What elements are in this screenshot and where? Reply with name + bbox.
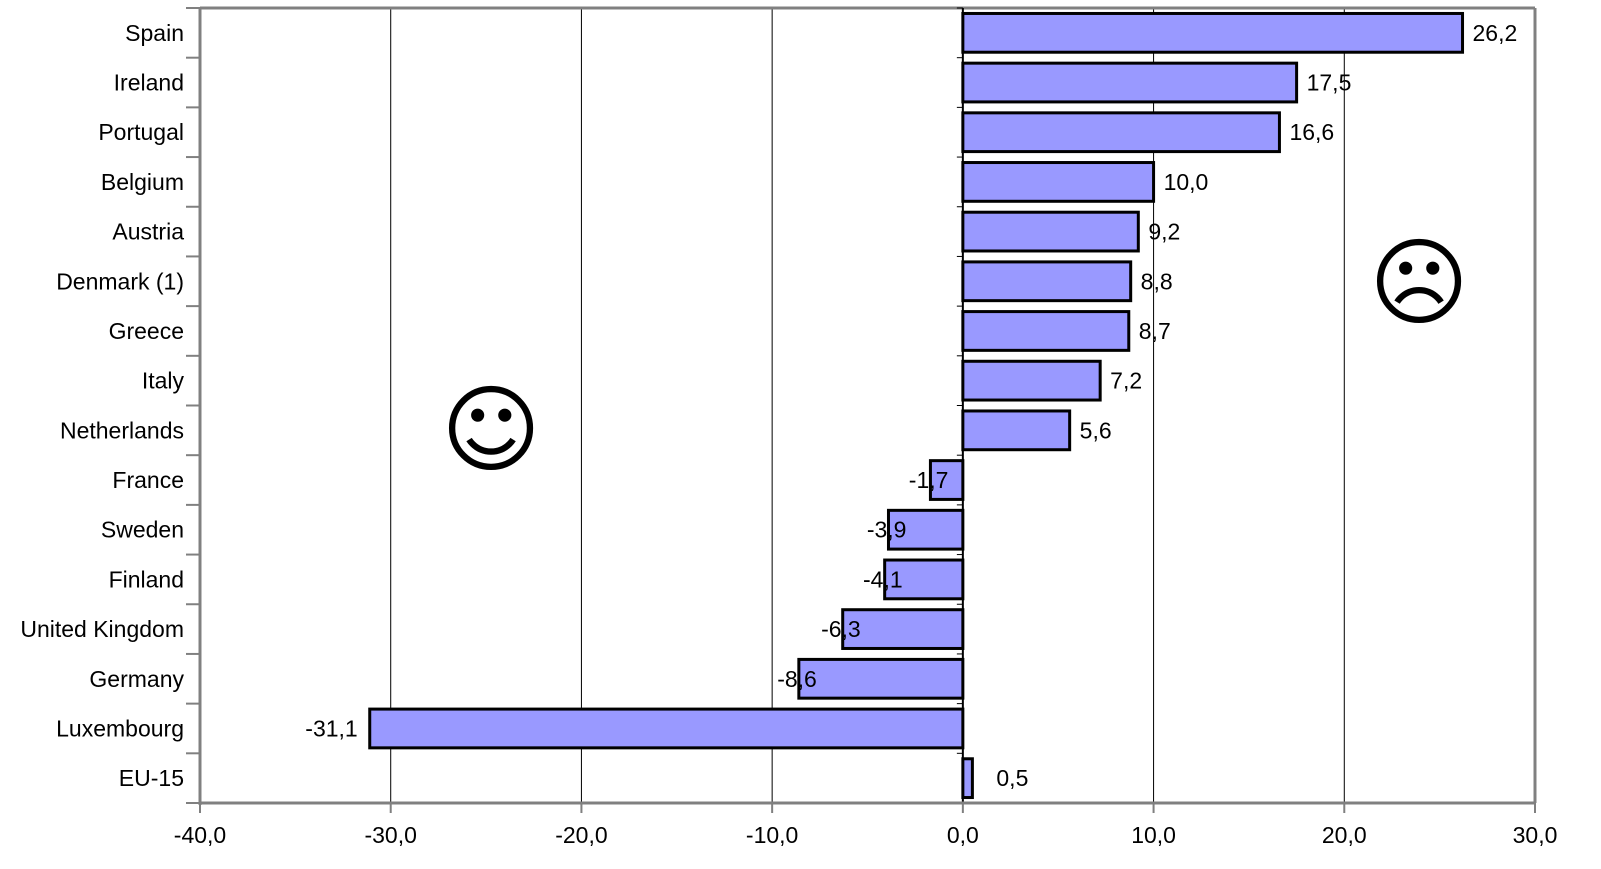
smiley-face-icon: ☺ [441,374,541,486]
x-tick-label: 30,0 [1513,822,1558,848]
bar [961,61,1299,104]
data-label: 9,2 [1148,219,1180,245]
x-tick-label: 0,0 [947,822,979,848]
category-label: France [112,467,184,493]
category-label: Germany [89,666,184,692]
axes [186,6,1537,813]
category-label: Austria [112,219,184,245]
x-tick-label: -20,0 [555,822,607,848]
category-label: Luxembourg [56,715,184,741]
bar [961,260,1133,303]
bar [961,11,1465,54]
bars [368,11,1465,800]
category-label: EU-15 [119,765,184,791]
bar [841,608,965,650]
bar [961,409,1072,452]
category-label: Netherlands [60,417,184,443]
bar [961,310,1131,352]
bar [928,459,965,501]
category-label: Greece [109,318,184,344]
x-tick-label: -10,0 [746,822,798,848]
category-label: Ireland [114,70,184,96]
frowny-face-icon: ☹ [1369,227,1469,339]
x-tick-label: 20,0 [1322,822,1367,848]
data-label: -8,6 [777,666,817,692]
bar [961,161,1156,203]
bar [883,558,965,601]
bar [961,359,1102,402]
category-label: Belgium [101,169,184,195]
data-label: 0,5 [996,765,1028,791]
data-label: 7,2 [1110,368,1142,394]
bar [797,657,965,700]
bar [961,111,1281,154]
data-label: 5,6 [1080,417,1112,443]
category-label: Denmark (1) [56,268,184,294]
data-label: -4,1 [863,566,903,592]
bar [961,210,1140,253]
data-label: -3,9 [867,517,907,543]
category-label: United Kingdom [20,616,184,642]
category-label: Italy [142,368,185,394]
category-label: Sweden [101,517,184,543]
bar [886,508,965,551]
data-label: -31,1 [305,715,357,741]
bar [961,757,974,800]
data-label: -1,7 [909,467,949,493]
category-label: Portugal [98,119,184,145]
data-label: 8,7 [1139,318,1171,344]
data-label: -6,3 [821,616,861,642]
data-label: 10,0 [1164,169,1209,195]
data-label: 17,5 [1307,70,1352,96]
x-tick-label: -40,0 [174,822,226,848]
data-label: 26,2 [1473,20,1518,46]
labels: -40,0 -30,0 -20,0 -10,0 0,0 10,0 20,0 30,0 Spain… [20,20,1557,848]
data-label: 8,8 [1141,268,1173,294]
category-label: Spain [125,20,184,46]
x-tick-label: 10,0 [1131,822,1176,848]
bar [368,707,965,750]
category-label: Finland [109,566,184,592]
data-label: 16,6 [1289,119,1334,145]
x-tick-label: -30,0 [364,822,416,848]
